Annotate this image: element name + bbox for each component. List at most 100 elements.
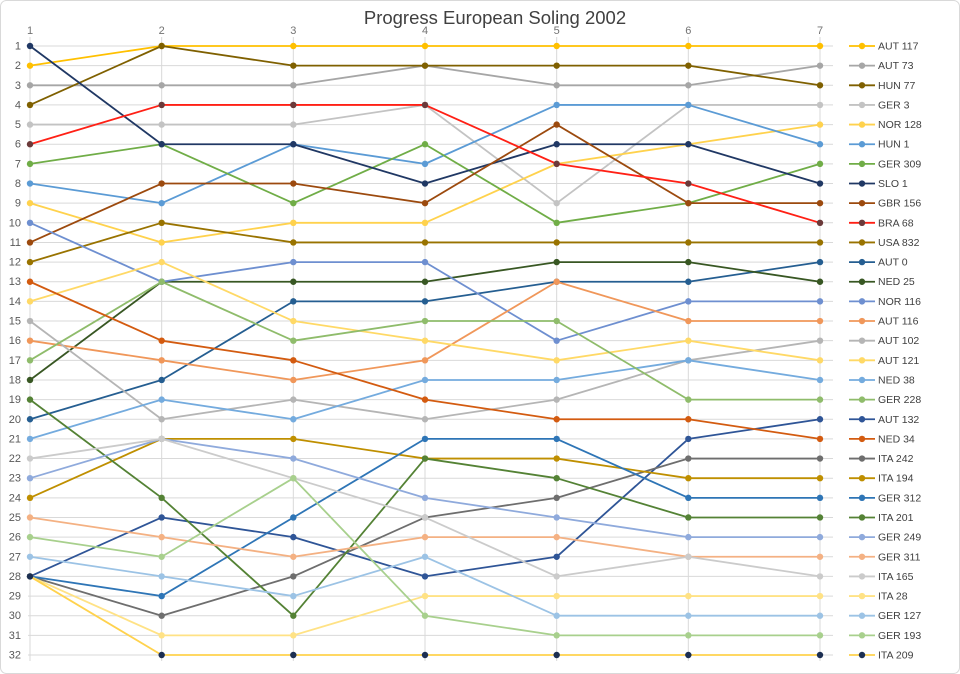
data-point xyxy=(553,317,560,325)
series-group xyxy=(26,42,824,659)
legend-marker-swatch xyxy=(858,553,866,560)
data-point xyxy=(26,533,34,541)
legend-item: GER 309 xyxy=(849,158,921,170)
legend-marker-swatch xyxy=(858,278,866,285)
data-point xyxy=(553,416,560,423)
data-point xyxy=(421,573,429,580)
legend-marker-swatch xyxy=(858,357,866,364)
legend-label: AUT 0 xyxy=(878,257,908,269)
legend-marker-swatch xyxy=(858,317,866,325)
data-point xyxy=(685,239,692,246)
data-point xyxy=(421,455,429,462)
y-tick-label: 29 xyxy=(9,591,21,603)
data-point xyxy=(421,62,429,69)
data-point xyxy=(290,278,297,285)
legend-marker-swatch xyxy=(858,651,866,659)
data-point xyxy=(26,396,34,403)
data-point xyxy=(685,514,692,521)
data-point xyxy=(290,573,297,580)
data-point xyxy=(26,357,34,364)
data-point xyxy=(158,121,165,128)
data-point xyxy=(158,199,165,207)
x-tick-label: 1 xyxy=(27,25,33,37)
legend-marker-swatch xyxy=(858,514,866,521)
legend-item: NOR 128 xyxy=(849,119,922,131)
legend-marker-swatch xyxy=(858,337,866,344)
data-point xyxy=(685,592,692,600)
data-point xyxy=(816,435,824,443)
legend-item: GER 311 xyxy=(849,551,921,563)
data-point xyxy=(685,62,692,69)
legend-marker-swatch xyxy=(858,258,866,266)
data-point xyxy=(553,632,560,639)
data-point xyxy=(553,592,560,600)
legend-marker-swatch xyxy=(858,592,866,600)
legend-item: AUT 132 xyxy=(849,414,919,426)
legend-marker-swatch xyxy=(858,435,866,443)
data-point xyxy=(421,101,429,109)
y-tick-label: 1 xyxy=(15,41,21,53)
data-point xyxy=(290,337,297,344)
data-point xyxy=(26,494,34,502)
data-point xyxy=(290,533,297,541)
data-point xyxy=(816,494,824,502)
data-point xyxy=(553,612,560,619)
data-point xyxy=(816,337,824,344)
data-point xyxy=(421,258,429,266)
data-point xyxy=(158,651,165,659)
data-point xyxy=(158,533,165,541)
data-point xyxy=(421,278,429,285)
data-point xyxy=(290,592,297,600)
series-ned-38 xyxy=(26,357,824,443)
data-point xyxy=(816,101,824,109)
data-point xyxy=(421,396,429,403)
legend-item: ITA 194 xyxy=(849,473,914,485)
y-tick-label: 23 xyxy=(9,473,21,485)
y-tick-label: 6 xyxy=(15,139,21,151)
y-tick-label: 24 xyxy=(9,492,21,504)
data-point xyxy=(816,278,824,285)
data-point xyxy=(421,435,429,443)
data-point xyxy=(816,82,824,89)
data-point xyxy=(26,435,34,443)
legend-label: AUT 102 xyxy=(878,335,919,347)
data-point xyxy=(553,651,560,659)
data-point xyxy=(290,62,297,69)
data-point xyxy=(685,396,692,403)
data-point xyxy=(158,258,165,266)
data-point xyxy=(685,199,692,207)
data-point xyxy=(26,180,34,187)
legend-marker-swatch xyxy=(858,376,866,384)
series-ita-209 xyxy=(26,573,824,659)
data-point xyxy=(290,219,297,227)
data-point xyxy=(816,396,824,403)
y-tick-label: 22 xyxy=(9,453,21,465)
y-tick-label: 7 xyxy=(15,158,21,170)
legend-marker-swatch xyxy=(858,396,866,403)
data-point xyxy=(553,141,560,148)
legend-item: ITA 165 xyxy=(849,571,914,583)
legend-label: GER 127 xyxy=(878,610,921,622)
legend-marker-swatch xyxy=(858,455,866,462)
data-point xyxy=(816,180,824,187)
y-tick-label: 18 xyxy=(9,374,21,386)
data-point xyxy=(685,298,692,305)
legend-item: BRA 68 xyxy=(849,217,914,229)
data-point xyxy=(553,494,560,502)
legend-label: BRA 68 xyxy=(878,217,914,229)
data-point xyxy=(421,298,429,305)
legend-item: AUT 116 xyxy=(849,316,919,328)
data-point xyxy=(421,357,429,364)
data-point xyxy=(26,101,34,109)
legend-label: GER 3 xyxy=(878,99,910,111)
data-point xyxy=(421,514,429,521)
x-axis-labels: 1 2 3 4 5 6 7 xyxy=(27,25,823,37)
legend-label: AUT 116 xyxy=(878,316,919,328)
legend-label: USA 832 xyxy=(878,237,920,249)
data-point xyxy=(553,553,560,560)
data-point xyxy=(553,435,560,443)
data-point xyxy=(26,514,34,521)
data-point xyxy=(685,494,692,502)
data-point xyxy=(26,82,34,89)
x-tick-label: 4 xyxy=(422,25,428,37)
